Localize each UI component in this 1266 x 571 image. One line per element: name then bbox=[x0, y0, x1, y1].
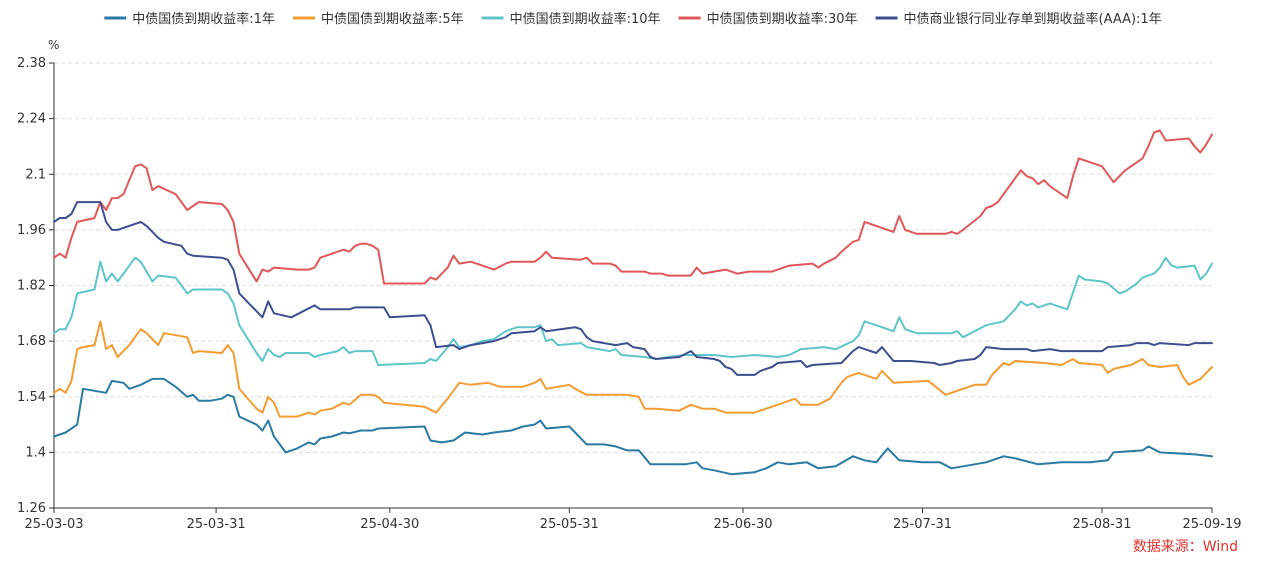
legend-label: 中债国债到期收益率:10年 bbox=[510, 11, 661, 27]
y-axis-unit: % bbox=[48, 38, 59, 52]
y-tick-label: 2.1 bbox=[25, 167, 46, 182]
series-line-3 bbox=[53, 256, 1213, 366]
chart-legend: 中债国债到期收益率:1年 中债国债到期收益率:5年 中债国债到期收益率:10年 中债国… bbox=[104, 11, 1162, 27]
legend-label: 中债国债到期收益率:30年 bbox=[707, 11, 858, 27]
x-axis: 25-03-03 25-03-31 25-04-30 25-05-31 25-06-30… bbox=[24, 507, 1242, 532]
legend-item-2: 中债国债到期收益率:5年 bbox=[293, 11, 464, 27]
x-tick-label: 25-05-31 bbox=[540, 517, 599, 532]
y-tick-label: 2.38 bbox=[17, 56, 46, 71]
y-tick-label: 1.96 bbox=[17, 223, 46, 238]
y-tick-label: 1.26 bbox=[17, 501, 46, 516]
x-tick-label: 25-09-19 bbox=[1182, 517, 1241, 532]
x-tick-label: 25-06-30 bbox=[714, 517, 773, 532]
legend-item-4: 中债国债到期收益率:30年 bbox=[678, 11, 858, 27]
series-line-5 bbox=[53, 201, 1213, 376]
y-tick-label: 2.24 bbox=[17, 112, 46, 127]
y-tick-label: 1.4 bbox=[25, 445, 46, 460]
series-line-4 bbox=[53, 129, 1213, 285]
series-lines bbox=[53, 129, 1213, 476]
y-tick-label: 1.82 bbox=[17, 279, 46, 294]
y-tick-label: 1.54 bbox=[17, 390, 46, 405]
legend-label: 中债商业银行同业存单到期收益率(AAA):1年 bbox=[904, 11, 1162, 27]
x-tick-label: 25-07-31 bbox=[893, 517, 952, 532]
x-tick-label: 25-04-30 bbox=[360, 517, 419, 532]
legend-item-5: 中债商业银行同业存单到期收益率(AAA):1年 bbox=[875, 11, 1162, 27]
x-tick-label: 25-03-31 bbox=[187, 517, 246, 532]
x-tick-label: 25-08-31 bbox=[1072, 517, 1131, 532]
y-tick-label: 1.68 bbox=[17, 334, 46, 349]
legend-item-1: 中债国债到期收益率:1年 bbox=[104, 11, 275, 27]
y-axis: 1.26 1.4 1.54 1.68 1.82 1.96 2.1 2.24 2.38 bbox=[17, 56, 55, 516]
x-tick-label: 25-03-03 bbox=[24, 517, 83, 532]
series-line-1 bbox=[53, 377, 1213, 476]
legend-label: 中债国债到期收益率:1年 bbox=[132, 11, 275, 27]
source-note: 数据来源：Wind bbox=[1133, 539, 1238, 555]
legend-item-3: 中债国债到期收益率:10年 bbox=[481, 11, 661, 27]
series-line-2 bbox=[53, 320, 1213, 418]
legend-label: 中债国债到期收益率:5年 bbox=[321, 11, 464, 27]
